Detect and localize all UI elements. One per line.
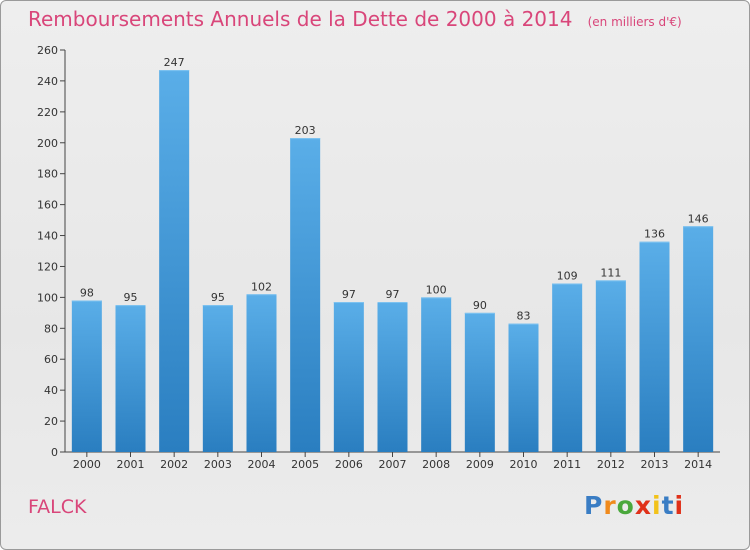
y-tick-label: 240 bbox=[37, 75, 58, 88]
x-tick-label: 2010 bbox=[510, 458, 538, 471]
x-tick-label: 2014 bbox=[684, 458, 712, 471]
data-label-2008: 100 bbox=[426, 283, 447, 296]
data-label-2007: 97 bbox=[386, 288, 400, 301]
data-label-2011: 109 bbox=[557, 269, 578, 282]
logo-letter: r bbox=[603, 491, 617, 520]
data-label-2009: 90 bbox=[473, 299, 487, 312]
y-tick-label: 80 bbox=[44, 322, 58, 335]
chart-title: Remboursements Annuels de la Dette de 20… bbox=[28, 7, 682, 31]
y-tick-label: 160 bbox=[37, 199, 58, 212]
bars bbox=[71, 70, 714, 452]
x-axis: 2000 2001 2002 2003 2004 2005 2006 2007 2008 2009… bbox=[65, 451, 720, 471]
bar-2001 bbox=[115, 305, 146, 452]
logo-letter: P bbox=[584, 491, 604, 520]
bar-2003 bbox=[202, 305, 233, 452]
y-tick-label: 60 bbox=[44, 353, 58, 366]
x-tick-label: 2001 bbox=[117, 458, 145, 471]
data-label-2000: 98 bbox=[80, 286, 94, 299]
y-axis: 0 20 40 60 80 100 120 140 160 180 200 220 240 260 bbox=[37, 44, 66, 459]
bar-2011 bbox=[552, 283, 583, 452]
y-tick-label: 100 bbox=[37, 291, 58, 304]
data-label-2002: 247 bbox=[164, 56, 185, 69]
x-tick-label: 2007 bbox=[379, 458, 407, 471]
data-label-2014: 146 bbox=[688, 212, 709, 225]
y-tick-label: 0 bbox=[51, 446, 58, 459]
x-tick-label: 2000 bbox=[73, 458, 101, 471]
y-tick-label: 20 bbox=[44, 415, 58, 428]
y-tick-label: 200 bbox=[37, 137, 58, 150]
data-label-2010: 83 bbox=[517, 310, 531, 323]
bar-2014 bbox=[683, 226, 714, 452]
bar-2008 bbox=[421, 297, 452, 452]
y-tick-label: 120 bbox=[37, 260, 58, 273]
bar-2010 bbox=[508, 323, 539, 452]
x-tick-label: 2005 bbox=[291, 458, 319, 471]
bar-2004 bbox=[246, 294, 277, 452]
bar-2005 bbox=[290, 138, 321, 452]
commune-name: FALCK bbox=[28, 496, 87, 518]
chart-title-main: Remboursements Annuels de la Dette de 20… bbox=[28, 7, 573, 31]
x-tick-label: 2004 bbox=[248, 458, 276, 471]
bar-2013 bbox=[639, 241, 670, 452]
data-label-2012: 111 bbox=[600, 266, 621, 279]
data-label-2004: 102 bbox=[251, 280, 272, 293]
chart-title-unit: (en milliers d'€) bbox=[587, 15, 682, 29]
logo-letter: o bbox=[616, 491, 635, 520]
y-tick-label: 220 bbox=[37, 106, 58, 119]
bar-2007 bbox=[377, 302, 408, 452]
x-tick-label: 2002 bbox=[160, 458, 188, 471]
data-label-2006: 97 bbox=[342, 288, 356, 301]
y-tick-label: 180 bbox=[37, 168, 58, 181]
data-label-2003: 95 bbox=[211, 291, 225, 304]
data-label-2001: 95 bbox=[124, 291, 138, 304]
bar-2006 bbox=[333, 302, 364, 452]
x-tick-label: 2012 bbox=[597, 458, 625, 471]
logo-letter: i bbox=[652, 491, 662, 520]
x-tick-label: 2013 bbox=[641, 458, 669, 471]
data-label-2013: 136 bbox=[644, 228, 665, 241]
bar-2002 bbox=[159, 70, 190, 452]
logo-letter: i bbox=[674, 491, 685, 520]
logo-letter: t bbox=[661, 491, 675, 520]
x-tick-label: 2006 bbox=[335, 458, 363, 471]
bar-2000 bbox=[71, 300, 102, 452]
x-tick-label: 2009 bbox=[466, 458, 494, 471]
y-tick-label: 260 bbox=[37, 44, 58, 57]
y-tick-label: 140 bbox=[37, 230, 58, 243]
y-tick-label: 40 bbox=[44, 384, 58, 397]
x-tick-label: 2011 bbox=[553, 458, 581, 471]
bar-2009 bbox=[464, 312, 495, 452]
logo-letter: x bbox=[634, 491, 652, 520]
x-tick-label: 2003 bbox=[204, 458, 232, 471]
data-label-2005: 203 bbox=[295, 124, 316, 137]
bar-2012 bbox=[595, 280, 626, 452]
data-labels: 98 95 247 95 102 203 97 97 100 90 83 109 111 136 146 bbox=[80, 56, 709, 323]
x-tick-label: 2008 bbox=[422, 458, 450, 471]
proxiti-logo[interactable]: Proxiti bbox=[584, 491, 684, 520]
